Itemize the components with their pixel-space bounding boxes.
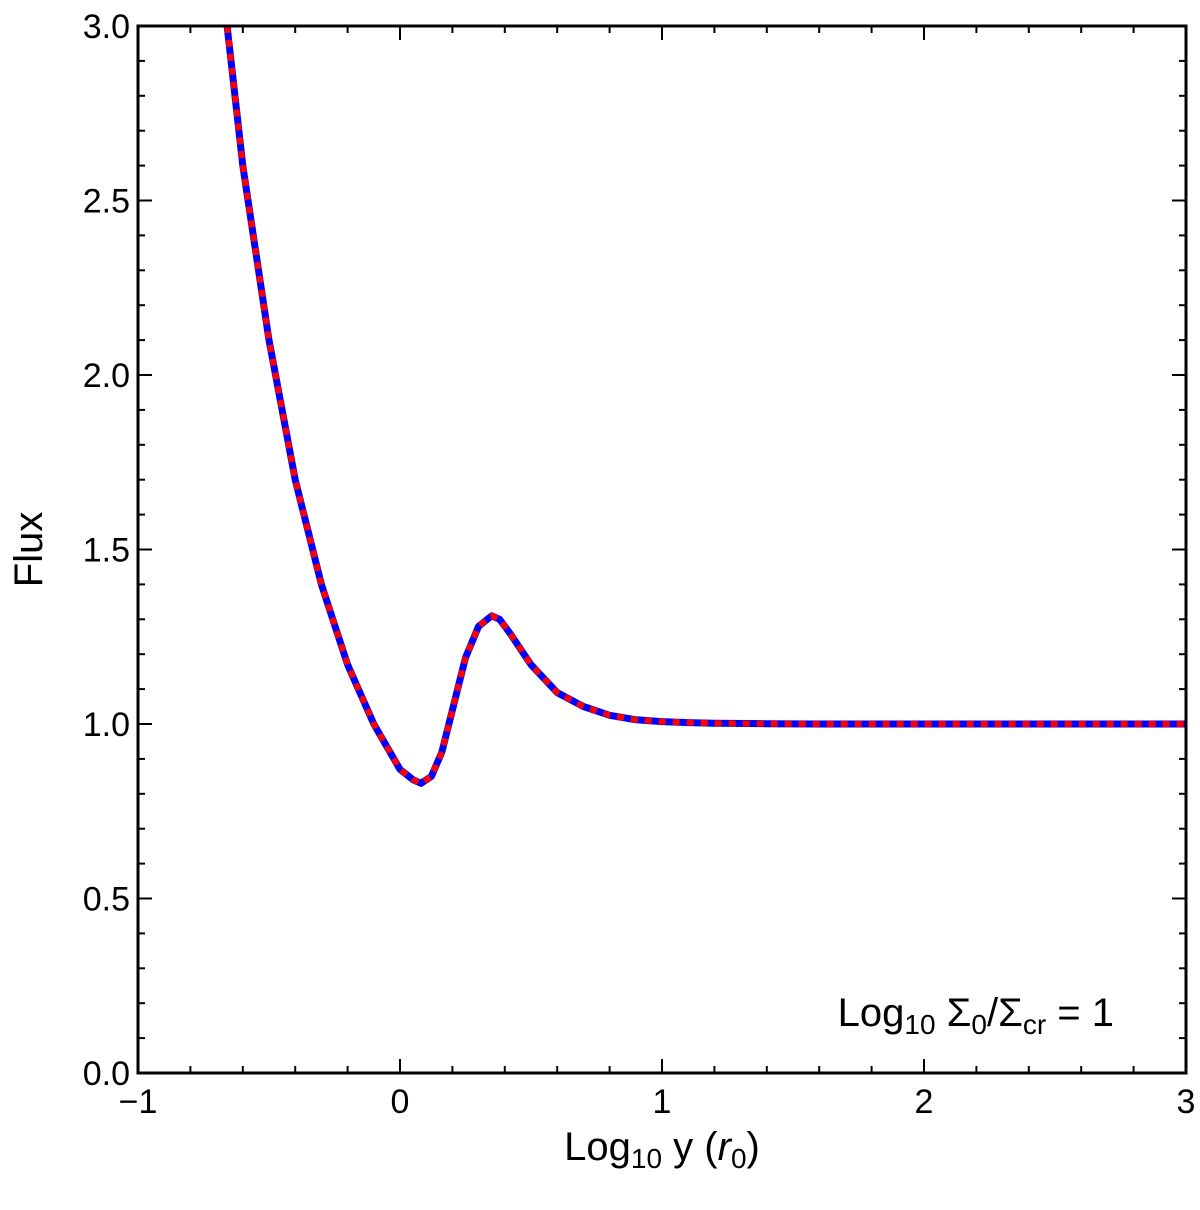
y-tick-label: 0.5: [83, 881, 130, 919]
annotation-sigma0: Σ: [936, 991, 972, 1035]
x-tick-label: 1: [653, 1083, 672, 1121]
x-axis-title-italic-sub: 0: [731, 1143, 747, 1174]
x-axis-title-rest: y (: [662, 1125, 718, 1169]
annotation-log-sub: 10: [904, 1009, 935, 1040]
sigma-annotation: Log10 Σ0/Σcr = 1: [838, 991, 1114, 1040]
x-axis-title-main: Log: [564, 1125, 631, 1169]
y-tick-label: 0.0: [83, 1055, 130, 1093]
x-tick-label: −1: [119, 1083, 158, 1121]
x-axis-title-close: ): [747, 1125, 760, 1169]
annotation-sigmacr-sub: cr: [1023, 1009, 1046, 1040]
plot-frame: [136, 24, 1188, 1075]
ticks-layer: [137, 25, 1187, 1074]
x-tick-label: 0: [391, 1083, 410, 1121]
y-tick-label: 1.5: [83, 532, 130, 570]
annotation-equals: = 1: [1046, 991, 1114, 1035]
annotation-sigma0-sub: 0: [971, 1009, 987, 1040]
series-line-2: [224, 25, 1186, 787]
x-axis-title-italic: r: [718, 1125, 733, 1169]
y-tick-label: 1.0: [83, 706, 130, 744]
y-tick-label: 3.0: [83, 8, 130, 46]
x-axis-title: Log10 y (r0): [564, 1125, 760, 1174]
y-axis-title: Flux: [7, 512, 51, 588]
labels-layer: −1 0 1 2 3 0.0 0.5 1.0 1.5 2.0 2.5 3.0: [83, 8, 1196, 1121]
x-tick-label: 2: [915, 1083, 934, 1121]
x-tick-label: 3: [1177, 1083, 1196, 1121]
series-layer: [223, 25, 1186, 787]
annotation-sigmacr: /Σ: [987, 991, 1023, 1035]
annotation-log: Log: [838, 991, 905, 1035]
y-tick-label: 2.5: [83, 183, 130, 221]
x-axis-title-sub: 10: [631, 1143, 662, 1174]
y-tick-label: 2.0: [83, 357, 130, 395]
series-line-1: [223, 25, 1186, 787]
